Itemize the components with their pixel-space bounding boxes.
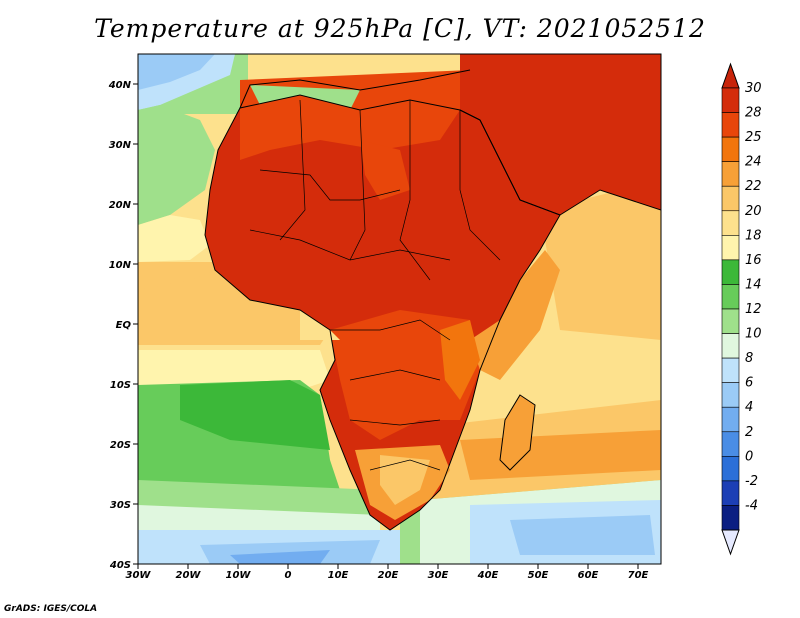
map-title: Temperature at 925hPa [C], VT: 202105251…	[94, 14, 706, 43]
colorbar-swatch	[721, 357, 740, 383]
colorbar-label: 14	[745, 277, 762, 292]
colorbar-label: 10	[745, 327, 762, 342]
colorbar-label: 4	[745, 400, 753, 415]
lat-label: 10S	[110, 380, 131, 391]
colorbar-swatch	[721, 505, 740, 531]
colorbar-swatch	[721, 431, 740, 457]
lat-label: 30N	[109, 140, 132, 151]
colorbar-swatch	[721, 308, 740, 334]
colorbar-label: -2	[745, 474, 758, 489]
colorbar-label: 16	[745, 253, 762, 268]
plot-frame	[137, 53, 662, 565]
colorbar-swatch	[721, 161, 740, 187]
colorbar-label: 25	[745, 130, 762, 145]
colorbar-label: 30	[745, 81, 762, 96]
colorbar-label: 6	[745, 376, 753, 391]
lon-label: 20E	[378, 570, 399, 581]
lat-label: 10N	[109, 260, 132, 271]
colorbar-label: -4	[745, 498, 758, 513]
colorbar-swatch	[721, 406, 740, 433]
lon-label: 60E	[578, 570, 599, 581]
lat-label: 40N	[108, 80, 132, 91]
colorbar-swatch	[721, 456, 740, 482]
temperature-field	[138, 54, 661, 564]
colorbar-label: 18	[745, 228, 762, 243]
colorbar-label: 24	[745, 155, 762, 170]
colorbar-label: 0	[745, 449, 753, 464]
colorbar-under-triangle	[721, 529, 740, 556]
lat-label: 40S	[109, 560, 131, 571]
colorbar-label: 22	[745, 179, 762, 194]
lon-label: 20W	[176, 570, 202, 581]
colorbar-swatch	[721, 382, 740, 408]
lon-label: 50E	[528, 570, 549, 581]
colorbar-label: 20	[745, 204, 762, 219]
lat-label: 30S	[110, 500, 131, 511]
lon-label: 0	[285, 570, 292, 581]
tick-marks	[133, 83, 639, 569]
colorbar-over-triangle	[721, 62, 740, 89]
colorbar-swatch	[721, 136, 740, 162]
colorbar-swatch	[721, 235, 740, 261]
lon-label: 10E	[328, 570, 349, 581]
credit-text: GrADS: IGES/COLA	[4, 604, 98, 614]
colorbar-swatch	[721, 87, 740, 113]
colorbar-swatch	[721, 210, 740, 236]
colorbar-swatch	[721, 259, 740, 285]
lon-label: 30W	[126, 570, 152, 581]
lon-label: 10W	[226, 570, 252, 581]
colorbar-label: 12	[745, 302, 762, 317]
colorbar-label: 2	[745, 425, 753, 440]
coastlines	[204, 69, 661, 531]
lon-axis: 30W 20W 10W 0 10E 20E 30E 40E 50E 60E 70…	[126, 570, 649, 581]
colorbar-swatch	[721, 284, 740, 310]
lat-label: EQ	[116, 320, 132, 331]
colorbar-label: 28	[745, 106, 762, 121]
lon-label: 30E	[428, 570, 449, 581]
lat-label: 20N	[109, 200, 132, 211]
lon-label: 70E	[628, 570, 649, 581]
colorbar-swatch	[721, 185, 740, 212]
lon-label: 40E	[477, 570, 499, 581]
colorbar-swatch	[721, 333, 740, 359]
lat-label: 20S	[110, 440, 131, 451]
colorbar-swatch	[721, 112, 740, 138]
colorbar-swatch	[721, 480, 740, 506]
lat-axis: 40N 30N 20N 10N EQ 10S 20S 30S 40S	[108, 80, 132, 571]
colorbar-label: 8	[745, 351, 753, 366]
